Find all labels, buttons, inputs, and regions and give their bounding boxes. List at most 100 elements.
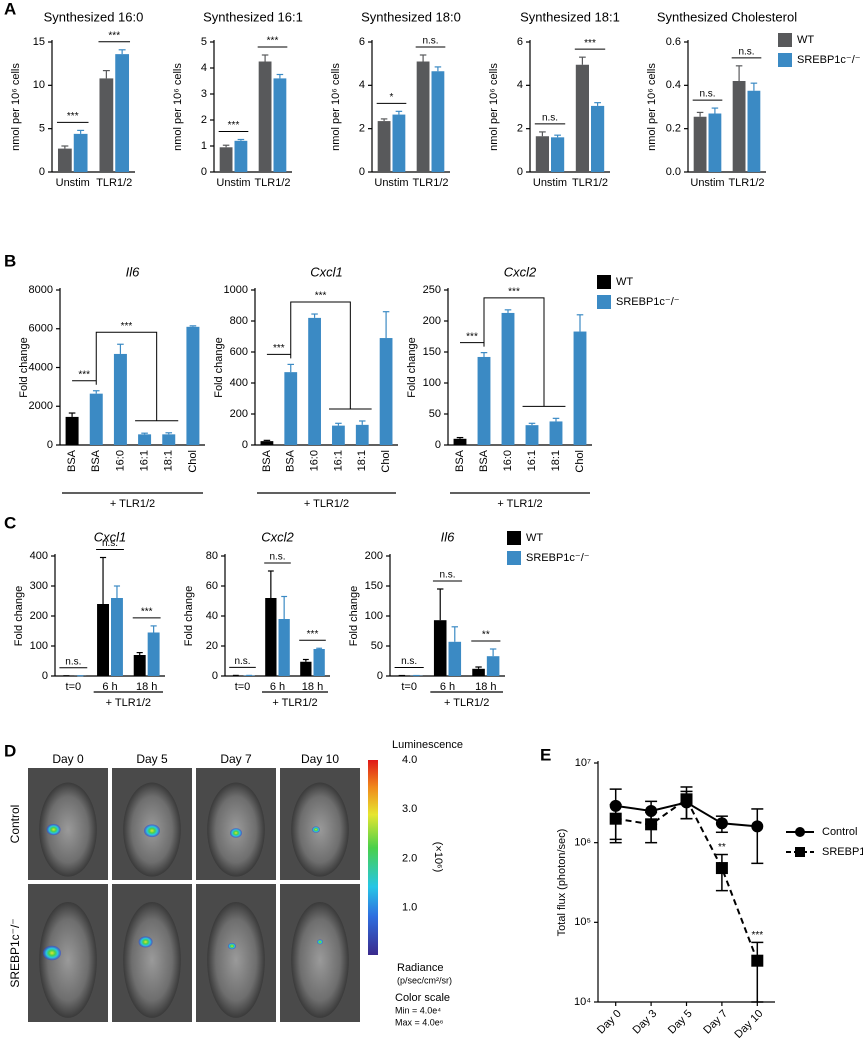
signal-spot	[228, 942, 236, 950]
significance-bracket	[483, 297, 566, 407]
y-axis-label: Fold change	[183, 586, 195, 647]
x-tick-label: 18:1	[550, 450, 562, 471]
x-tick-label: BSA	[261, 449, 273, 472]
legend-label: SREBP1c⁻/⁻	[822, 846, 863, 858]
significance-label: ***	[466, 331, 478, 342]
bar	[284, 372, 298, 445]
column-label: Day 7	[220, 752, 252, 766]
signal-spot	[43, 945, 61, 961]
bar	[575, 64, 589, 172]
x-tick-label: t=0	[401, 681, 417, 693]
y-tick-label: 200	[30, 610, 48, 622]
x-tick-label: 18 h	[475, 681, 496, 693]
y-tick-label: 4	[201, 62, 207, 74]
y-axis-label: nmol per 10⁶ cells	[488, 63, 500, 151]
y-tick-label: 6	[359, 36, 365, 48]
bar	[57, 148, 72, 172]
significance-label: n.s.	[65, 656, 81, 667]
mouse	[291, 901, 349, 1018]
x-tick-label: Unstim	[533, 177, 567, 189]
y-tick-label: 2	[517, 123, 523, 135]
x-tick-label: 6 h	[270, 681, 285, 693]
legend-label: SREBP1c⁻/⁻	[616, 296, 680, 308]
significance-label: ***	[315, 291, 327, 302]
y-tick-label: 300	[30, 580, 48, 592]
group-label: + TLR1/2	[106, 697, 151, 709]
bar	[535, 136, 549, 172]
significance-label: ***	[141, 607, 153, 618]
y-tick-label: 0	[39, 166, 45, 178]
y-axis-label: Total flux (photon/sec)	[556, 829, 568, 937]
bar	[308, 317, 321, 445]
colorbar	[368, 760, 378, 955]
x-tick-label: Chol	[574, 450, 586, 473]
x-tick-label: TLR1/2	[96, 177, 132, 189]
x-tick-label: TLR1/2	[254, 177, 290, 189]
y-tick-label: 50	[371, 640, 383, 652]
chart-title: Synthesized 18:1	[520, 9, 620, 24]
significance-label: ***	[267, 36, 279, 47]
bar	[549, 421, 563, 445]
bar	[111, 598, 123, 676]
bar	[486, 656, 500, 676]
bar	[278, 619, 290, 676]
bar	[162, 434, 176, 445]
bar	[453, 438, 467, 445]
group-label: + TLR1/2	[497, 498, 542, 510]
significance-label: ***	[108, 30, 120, 41]
y-tick-label: 40	[206, 610, 218, 622]
y-axis-label: Fold change	[348, 586, 360, 647]
significance-label: n.s.	[738, 46, 754, 57]
chart-title: Synthesized 16:0	[44, 9, 144, 24]
significance-label: ***	[584, 38, 596, 49]
legend-swatch	[778, 53, 792, 67]
significance-bracket	[95, 331, 179, 422]
x-tick-label: TLR1/2	[412, 177, 448, 189]
significance-label: n.s.	[422, 36, 438, 47]
y-tick-label: 4	[517, 79, 523, 91]
x-tick-label: BSA	[90, 449, 102, 472]
y-tick-label: 6	[517, 36, 523, 48]
point	[645, 818, 658, 831]
group-label: + TLR1/2	[272, 697, 317, 709]
x-tick-label: 16:0	[308, 450, 320, 471]
bar	[708, 113, 722, 172]
y-tick-label: 2	[359, 123, 365, 135]
bar	[379, 338, 393, 445]
series-line	[615, 797, 759, 962]
bar	[99, 78, 114, 172]
legend-swatch	[597, 275, 611, 289]
y-tick-label: 150	[365, 580, 383, 592]
bar	[97, 604, 109, 676]
bar	[747, 90, 761, 172]
bar	[65, 416, 79, 445]
y-tick-label: 0	[212, 670, 218, 682]
bar	[300, 661, 312, 676]
x-tick-label: TLR1/2	[728, 177, 764, 189]
y-tick-label: 1	[201, 140, 207, 152]
y-axis-label: Fold change	[213, 337, 225, 398]
significance-label: **	[482, 630, 490, 641]
panel-label: B	[4, 251, 16, 270]
y-axis-label: Fold change	[406, 337, 418, 398]
y-tick-label: 10	[33, 79, 45, 91]
y-tick-label: 600	[230, 346, 248, 358]
y-axis-label: nmol per 10⁶ cells	[330, 63, 342, 151]
y-tick-label: 150	[423, 346, 441, 358]
bar	[501, 312, 515, 445]
y-tick-label: 0	[435, 439, 441, 451]
row-label: SREBP1c⁻/⁻	[8, 918, 22, 987]
bar	[416, 61, 430, 172]
bar	[693, 116, 707, 172]
y-tick-label: 6000	[29, 323, 53, 335]
column-label: Day 0	[52, 752, 84, 766]
y-tick-label: 200	[230, 408, 248, 420]
signal-spot	[144, 824, 160, 838]
color-scale-title: Color scale	[395, 992, 450, 1004]
legend-label: SREBP1c⁻/⁻	[797, 54, 861, 66]
y-tick-label: 10⁶	[574, 837, 591, 849]
point	[645, 804, 658, 817]
x-tick-label: Day 7	[701, 1008, 730, 1037]
bar	[433, 620, 447, 676]
